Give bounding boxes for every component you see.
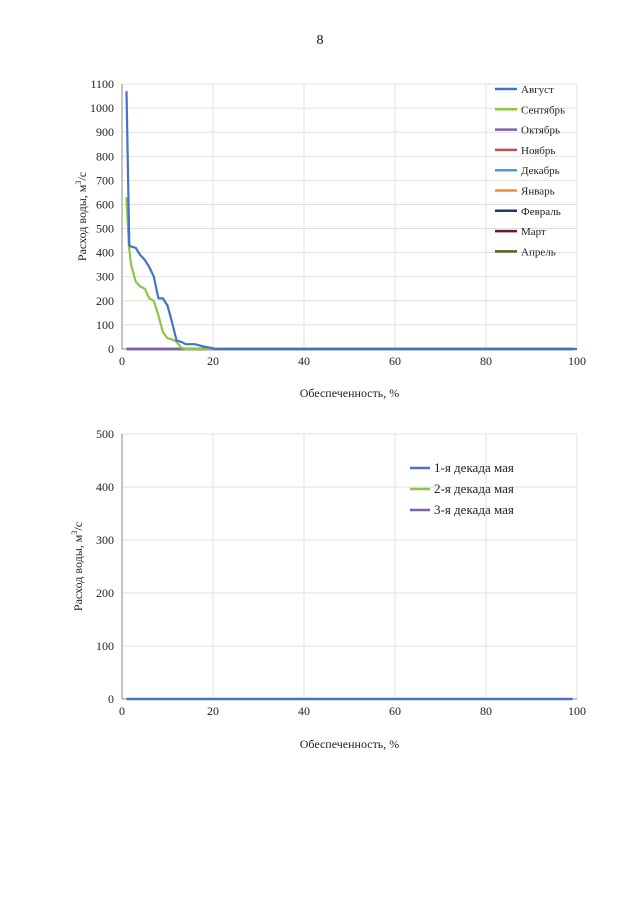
x-tick-label: 60 — [389, 704, 401, 718]
y-tick-label: 100 — [96, 318, 114, 332]
legend-label: Январь — [521, 186, 555, 198]
x-tick-label: 0 — [119, 354, 125, 368]
y-tick-label: 0 — [108, 692, 114, 706]
y-tick-label: 400 — [96, 480, 114, 494]
y-axis-title: Расход воды, м3/с — [70, 522, 85, 611]
y-tick-label: 100 — [96, 639, 114, 653]
x-tick-label: 80 — [480, 704, 492, 718]
y-tick-label: 0 — [108, 342, 114, 356]
x-tick-label: 20 — [207, 704, 219, 718]
y-tick-label: 200 — [96, 586, 114, 600]
legend-label: Август — [521, 84, 554, 96]
series-line — [125, 91, 577, 351]
y-tick-label: 800 — [96, 149, 114, 163]
page-number: 8 — [316, 33, 324, 48]
x-tick-label: 60 — [389, 354, 401, 368]
legend-label: Декабрь — [521, 165, 560, 177]
y-tick-label: 500 — [96, 427, 114, 441]
legend-label: 3-я декада мая — [434, 502, 514, 517]
y-tick-label: 600 — [96, 197, 114, 211]
x-axis-title: Обеспеченность, % — [300, 386, 400, 400]
chart-monthly-flow: 0 20 40 60 80 1000100200300400500600700800900… — [74, 77, 586, 400]
x-axis-title: Обеспеченность, % — [300, 737, 400, 751]
x-tick-label: 80 — [480, 354, 492, 368]
series-line — [125, 197, 577, 351]
y-axis-title: Расход воды, м3/с — [74, 172, 89, 261]
y-tick-label: 200 — [96, 294, 114, 308]
y-tick-label: 1100 — [90, 77, 114, 91]
x-tick-label: 100 — [568, 354, 586, 368]
legend-label: 2-я декада мая — [434, 481, 514, 496]
y-tick-label: 900 — [96, 125, 114, 139]
x-tick-label: 40 — [298, 354, 310, 368]
y-tick-label: 500 — [96, 222, 114, 236]
legend-label: Февраль — [521, 206, 561, 218]
y-tick-label: 300 — [96, 533, 114, 547]
legend-label: Октябрь — [521, 125, 560, 137]
x-tick-label: 100 — [568, 704, 586, 718]
y-tick-label: 1000 — [90, 101, 114, 115]
legend-label: Март — [521, 226, 546, 238]
y-tick-label: 700 — [96, 173, 114, 187]
legend-label: Ноябрь — [521, 145, 555, 157]
legend-label: Сентябрь — [521, 104, 565, 116]
x-tick-label: 20 — [207, 354, 219, 368]
legend-label: 1-я декада мая — [434, 460, 514, 475]
x-tick-label: 40 — [298, 704, 310, 718]
chart-may-decades-flow: 0 20 40 60 80 100 0 100 200 300 400 500 Обеспеченнос… — [70, 427, 586, 751]
y-tick-label: 300 — [96, 270, 114, 284]
x-tick-label: 0 — [119, 704, 125, 718]
y-tick-label: 400 — [96, 246, 114, 260]
legend-label: Апрель — [521, 246, 556, 258]
